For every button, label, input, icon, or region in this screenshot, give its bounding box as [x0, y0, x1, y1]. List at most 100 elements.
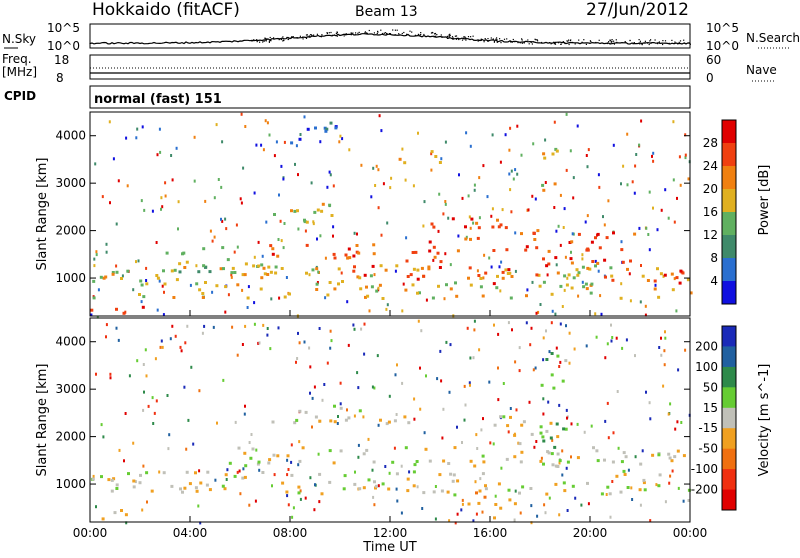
velocity-band-cell	[271, 420, 275, 424]
power-speckle	[662, 274, 665, 278]
power-speckle	[299, 133, 302, 136]
power-band-cell	[646, 279, 650, 282]
power-speckle	[253, 255, 256, 259]
noise-search-dot	[434, 32, 437, 35]
velocity-band-cell	[362, 486, 366, 490]
power-speckle	[328, 170, 331, 174]
velocity-colorbar-tick: 15	[703, 401, 718, 415]
power-speckle	[145, 279, 148, 282]
power-speckle	[368, 309, 371, 313]
power-speckle	[626, 183, 629, 187]
velocity-band-cell	[477, 501, 481, 505]
power-band-cell	[145, 282, 149, 286]
noise-search-dot	[266, 38, 268, 40]
noise-search-dot	[535, 39, 537, 41]
velocity-band-cell	[456, 479, 460, 483]
power-band-cell	[111, 272, 115, 276]
power-band-cell	[102, 276, 106, 280]
power-speckle	[664, 188, 667, 192]
noise-search-dot	[613, 40, 615, 42]
velocity-band-cell	[372, 460, 376, 464]
velocity-speckle	[169, 337, 172, 341]
power-band-cell	[221, 246, 225, 250]
velocity-band-cell	[124, 513, 128, 517]
power-band-cell	[570, 286, 574, 290]
noise-search-dot	[553, 41, 555, 43]
noise-search-dot	[336, 35, 338, 37]
velocity-band-cell	[481, 472, 485, 476]
velocity-band-cell	[682, 454, 686, 458]
power-speckle	[277, 238, 280, 241]
velocity-band-cell	[393, 419, 397, 423]
power-speckle	[140, 300, 143, 304]
velocity-speckle	[585, 344, 588, 348]
velocity-band-cell	[549, 421, 553, 425]
power-band-cell	[341, 280, 344, 283]
power-band-cell	[535, 273, 539, 277]
power-band-cell	[434, 155, 438, 158]
velocity-speckle	[519, 511, 522, 515]
power-band-cell	[499, 223, 503, 227]
noise-search-dot	[265, 40, 267, 42]
power-speckle	[380, 129, 383, 133]
velocity-speckle	[663, 363, 666, 367]
velocity-speckle	[271, 484, 273, 488]
power-band-cell	[325, 127, 329, 131]
noise-search-dot	[638, 39, 640, 41]
velocity-band-cell	[502, 415, 506, 419]
velocity-speckle	[461, 502, 464, 506]
power-band-cell	[115, 307, 118, 311]
power-band-cell	[395, 264, 399, 268]
noise-search-dot	[394, 34, 396, 36]
power-band-cell	[222, 267, 225, 271]
power-speckle	[673, 277, 676, 281]
velocity-speckle	[141, 508, 144, 512]
velocity-band-cell	[545, 358, 549, 361]
power-band-cell	[430, 222, 434, 226]
velocity-band-cell	[521, 485, 525, 489]
velocity-band-cell	[367, 478, 371, 482]
velocity-speckle	[373, 386, 376, 390]
power-speckle	[687, 177, 690, 181]
power-colorbar-tick: 4	[710, 274, 718, 288]
power-speckle	[285, 276, 288, 279]
power-speckle	[341, 137, 344, 141]
velocity-band-cell	[540, 383, 544, 387]
power-band-cell	[329, 121, 333, 125]
power-speckle	[279, 219, 282, 223]
power-speckle	[531, 194, 534, 198]
velocity-band-cell	[261, 471, 265, 474]
power-band-cell	[596, 261, 600, 265]
noise-search-dot	[632, 43, 634, 45]
power-band-cell	[589, 291, 593, 295]
velocity-speckle	[299, 497, 302, 501]
velocity-speckle	[257, 341, 260, 345]
noise-search-dot	[282, 40, 284, 42]
velocity-band-cell	[295, 418, 299, 422]
velocity-speckle	[329, 346, 332, 350]
power-band-cell	[379, 264, 383, 268]
velocity-speckle	[627, 468, 630, 472]
power-speckle	[332, 184, 335, 188]
velocity-speckle	[607, 436, 610, 440]
power-speckle	[534, 197, 537, 201]
velocity-speckle	[117, 338, 120, 342]
noise-search-dot	[611, 39, 613, 41]
velocity-band-cell	[518, 491, 521, 495]
power-band-cell	[433, 255, 437, 259]
power-speckle	[220, 185, 223, 189]
power-speckle	[221, 219, 224, 223]
noise-search-dot	[256, 39, 258, 41]
power-speckle	[571, 232, 574, 236]
noise-search-dot	[521, 39, 523, 41]
power-speckle	[377, 168, 380, 172]
power-band-cell	[332, 252, 336, 256]
power-speckle	[121, 274, 124, 278]
velocity-speckle	[682, 499, 685, 503]
velocity-speckle	[561, 473, 564, 477]
power-band-cell	[542, 280, 546, 284]
velocity-band-cell	[519, 460, 523, 464]
power-speckle	[520, 153, 523, 157]
velocity-speckle	[566, 509, 569, 512]
velocity-speckle	[434, 485, 437, 488]
